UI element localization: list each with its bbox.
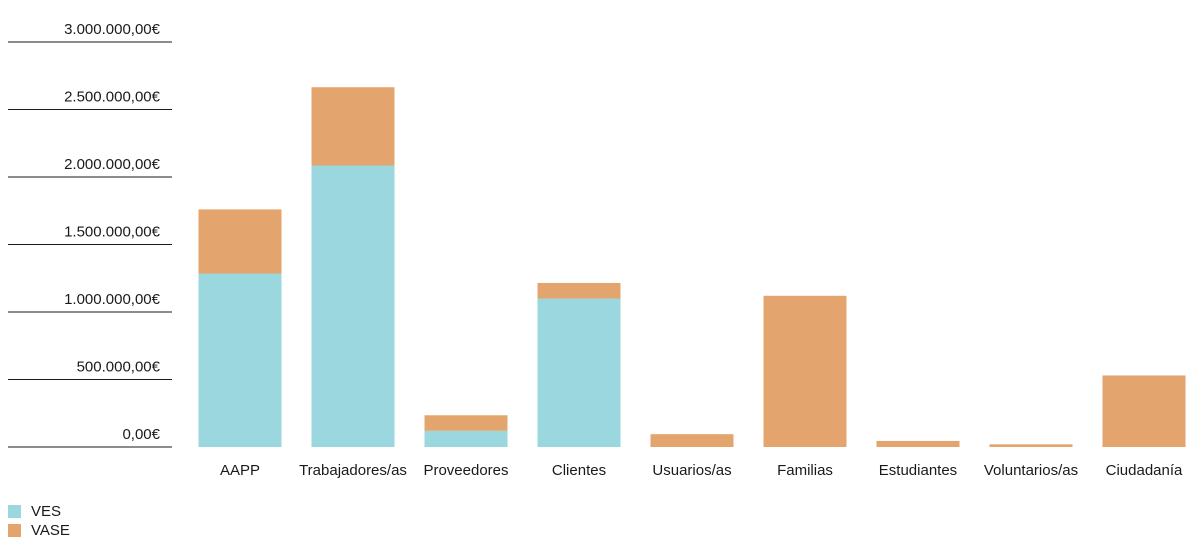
y-tick-label: 2.000.000,00€ xyxy=(64,156,161,173)
bar-vase-voluntarios-as xyxy=(989,444,1073,447)
bar-vase-clientes xyxy=(537,282,621,299)
bar-vase-trabajadores-as xyxy=(311,87,395,166)
x-category-label: Voluntarios/as xyxy=(984,462,1078,479)
legend-item-vase: VASE xyxy=(8,521,70,540)
x-category-label: Usuarios/as xyxy=(652,462,731,479)
legend-swatch-ves xyxy=(8,505,21,518)
bar-vase-proveedores xyxy=(424,415,508,431)
bar-vase-familias xyxy=(763,295,847,447)
y-tick-label: 0,00€ xyxy=(122,426,160,443)
legend-item-ves: VES xyxy=(8,502,70,521)
bar-ves-trabajadores-as xyxy=(311,165,395,447)
legend-label-vase: VASE xyxy=(31,522,70,539)
x-category-label: Familias xyxy=(777,462,833,479)
y-tick-label: 500.000,00€ xyxy=(77,359,161,376)
bar-ves-clientes xyxy=(537,298,621,447)
bar-vase-aapp xyxy=(198,209,282,274)
x-category-label: Trabajadores/as xyxy=(299,462,407,479)
stacked-bar-chart: 0,00€ 500.000,00€ 1.000.000,00€ 1.500.000,0… xyxy=(8,21,1186,479)
x-category-label: Estudiantes xyxy=(879,462,957,479)
bar-vase-usuarios-as xyxy=(650,434,734,447)
bar-vase-estudiantes xyxy=(876,440,960,447)
x-category-label: Ciudadanía xyxy=(1106,462,1183,479)
legend-label-ves: VES xyxy=(31,503,62,520)
bar-vase-ciudadanía xyxy=(1102,375,1186,447)
y-tick-label: 2.500.000,00€ xyxy=(64,89,161,106)
x-category-label: AAPP xyxy=(220,462,260,479)
x-category-label: Clientes xyxy=(552,462,606,479)
bar-ves-aapp xyxy=(198,273,282,447)
y-tick-label: 1.500.000,00€ xyxy=(64,224,161,241)
bar-ves-proveedores xyxy=(424,430,508,447)
x-category-label: Proveedores xyxy=(423,462,508,479)
legend-swatch-vase xyxy=(8,524,21,537)
y-tick-label: 1.000.000,00€ xyxy=(64,291,161,308)
legend: VES VASE xyxy=(8,502,70,540)
y-tick-label: 3.000.000,00€ xyxy=(64,21,161,38)
